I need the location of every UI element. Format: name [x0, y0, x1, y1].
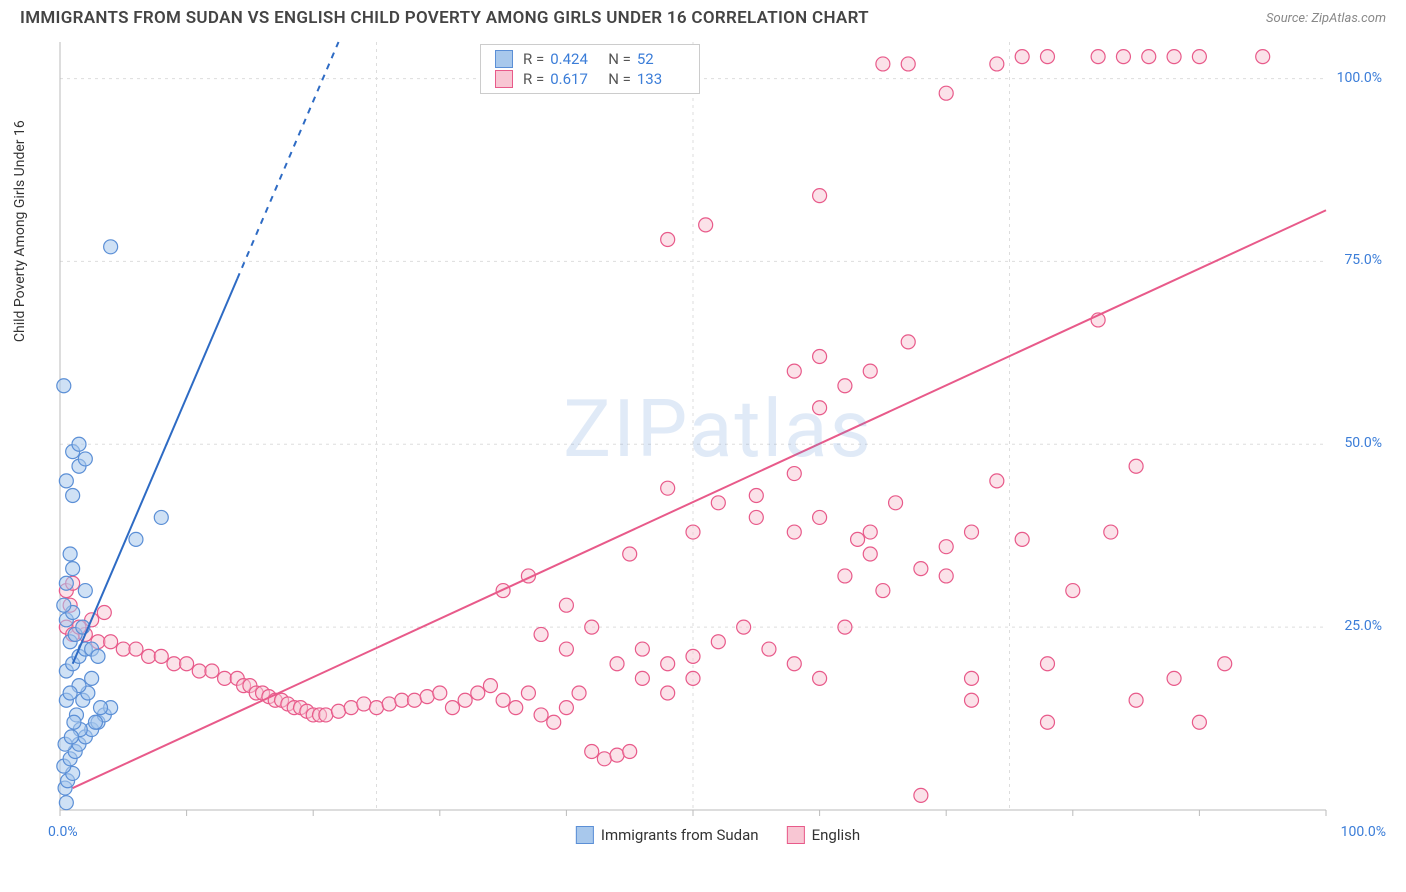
- legend-item-blue: Immigrants from Sudan: [576, 826, 759, 844]
- n-label: N =: [608, 50, 631, 68]
- source-prefix: Source:: [1266, 11, 1311, 26]
- chart-title: IMMIGRANTS FROM SUDAN VS ENGLISH CHILD P…: [20, 8, 869, 28]
- n-value-blue: 52: [637, 50, 685, 68]
- y-tick-100: 100.0%: [1337, 70, 1382, 86]
- legend-swatch-blue: [495, 50, 513, 68]
- series-legend: Immigrants from Sudan English: [576, 826, 860, 844]
- chart-area: Child Poverty Among Girls Under 16 ZIPat…: [50, 40, 1386, 850]
- legend-swatch-blue-icon: [576, 826, 594, 844]
- n-label: N =: [608, 70, 631, 88]
- legend-label-blue: Immigrants from Sudan: [601, 826, 759, 844]
- scatter-plot: [50, 40, 1386, 850]
- r-label: R =: [523, 70, 544, 88]
- r-value-pink: 0.617: [550, 70, 598, 88]
- legend-swatch-pink-icon: [787, 826, 805, 844]
- y-tick-75: 75.0%: [1344, 252, 1382, 268]
- legend-label-pink: English: [812, 826, 861, 844]
- x-tick-0: 0.0%: [48, 824, 78, 840]
- r-value-blue: 0.424: [550, 50, 598, 68]
- correlation-legend: R = 0.424 N = 52 R = 0.617 N = 133: [480, 44, 700, 94]
- y-tick-25: 25.0%: [1344, 618, 1382, 634]
- chart-header: IMMIGRANTS FROM SUDAN VS ENGLISH CHILD P…: [0, 0, 1406, 32]
- y-tick-50: 50.0%: [1344, 435, 1382, 451]
- legend-item-pink: English: [787, 826, 861, 844]
- legend-swatch-pink: [495, 70, 513, 88]
- n-value-pink: 133: [637, 70, 685, 88]
- y-axis-label: Child Poverty Among Girls Under 16: [12, 120, 28, 342]
- legend-row-blue: R = 0.424 N = 52: [495, 49, 685, 69]
- legend-row-pink: R = 0.617 N = 133: [495, 69, 685, 89]
- r-label: R =: [523, 50, 544, 68]
- x-tick-100: 100.0%: [1341, 824, 1386, 840]
- chart-source: Source: ZipAtlas.com: [1266, 11, 1386, 26]
- source-name: ZipAtlas.com: [1311, 11, 1386, 26]
